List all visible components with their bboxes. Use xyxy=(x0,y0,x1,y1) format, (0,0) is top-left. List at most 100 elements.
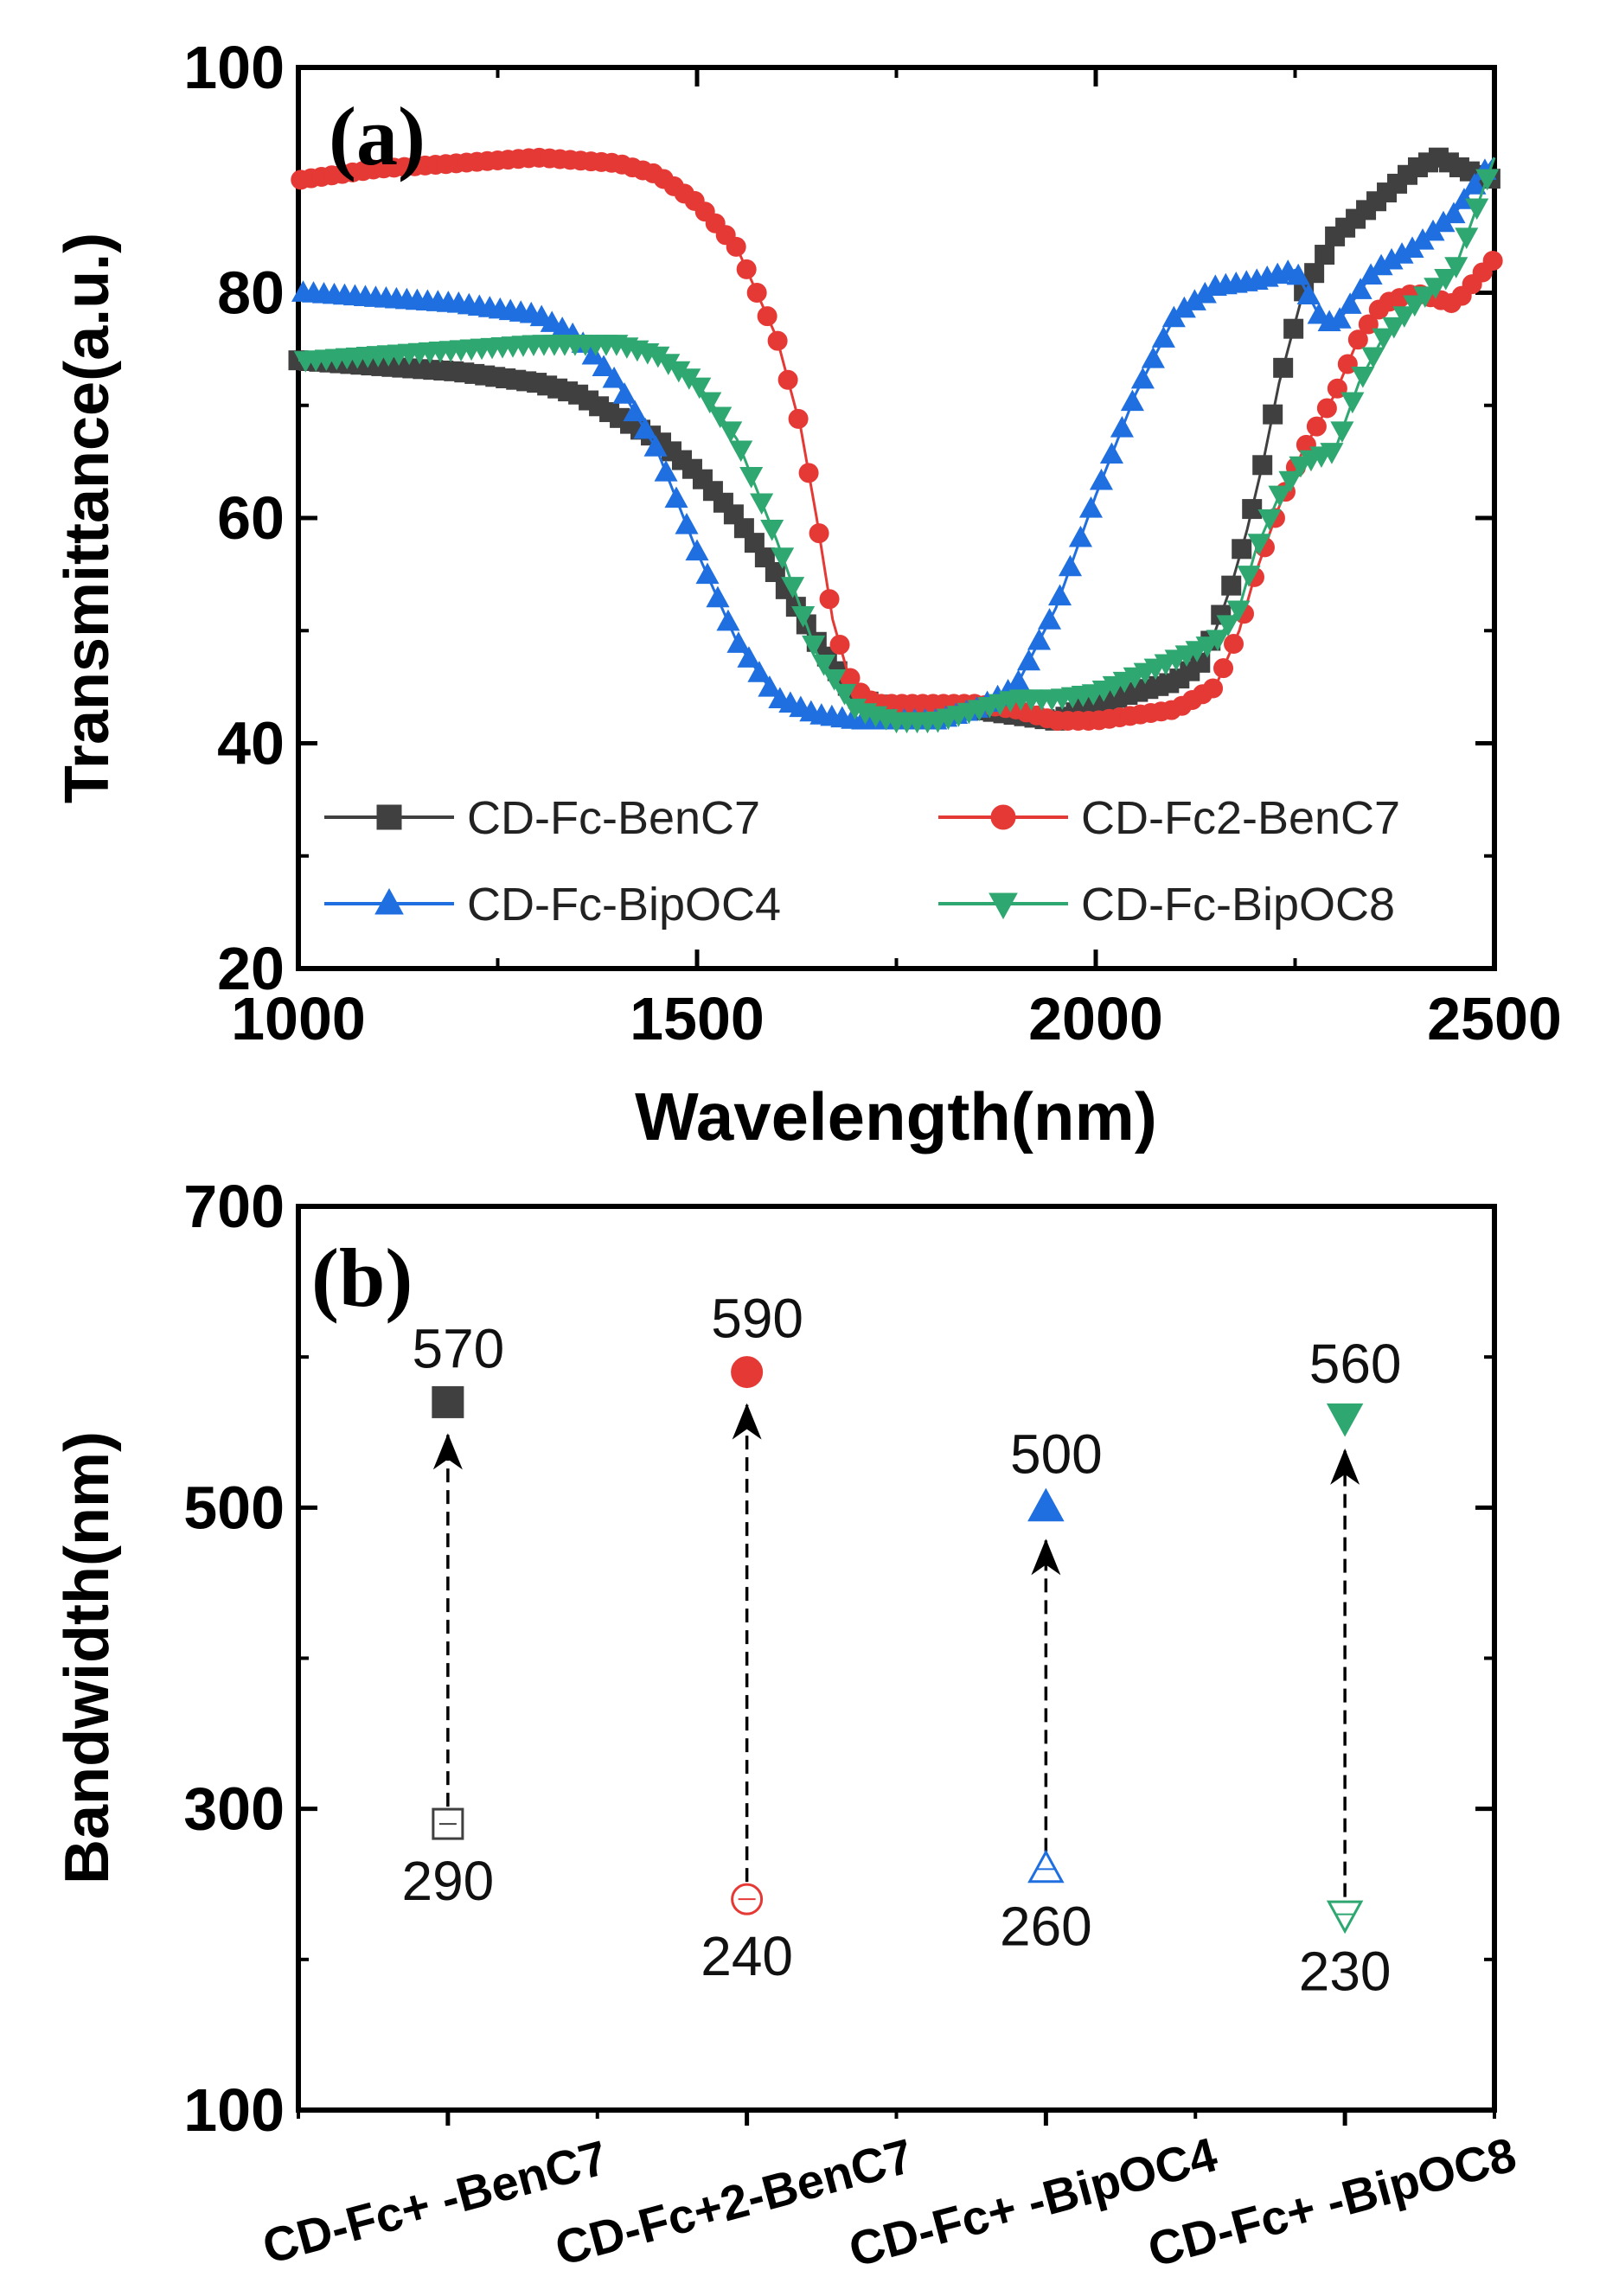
data-point xyxy=(695,562,720,585)
data-point xyxy=(1151,326,1175,348)
category-group-3: 260 500 xyxy=(1000,1423,1103,1957)
data-point xyxy=(654,460,678,482)
panel-a-transmittance-chart: 20 40 60 80 100 1000 1500 2000 2500 (a) Wavelen… xyxy=(53,34,1562,1154)
series-CD-Fc-BipOC8 xyxy=(293,157,1500,734)
data-point xyxy=(798,463,819,483)
data-point xyxy=(822,668,847,691)
panel-b-y-tick-labels: 100 300 500 700 xyxy=(183,1173,285,2144)
data-point xyxy=(1203,678,1224,699)
legend-label: CD-Fc2-BenC7 xyxy=(1081,792,1400,844)
before-point xyxy=(1027,1849,1065,1883)
data-point xyxy=(602,366,626,388)
data-point xyxy=(729,440,753,463)
panel-b-bandwidth-chart: 100 300 500 700 CD-Fc+ -BenC7CD-Fc+2-BenC7C… xyxy=(53,1173,1521,2277)
data-point xyxy=(1226,600,1251,623)
y-tick-label: 100 xyxy=(183,34,285,101)
data-point xyxy=(757,306,777,327)
data-point xyxy=(1444,257,1468,278)
data-point xyxy=(767,330,788,351)
data-point xyxy=(1286,263,1310,285)
data-point xyxy=(643,435,668,457)
data-point xyxy=(719,421,743,444)
data-point xyxy=(1315,245,1335,265)
category-group-4: 230 560 xyxy=(1299,1333,1402,2003)
data-point xyxy=(1382,317,1406,339)
legend-label: CD-Fc-BenC7 xyxy=(467,792,760,844)
data-point xyxy=(777,369,798,390)
data-point xyxy=(750,493,774,515)
data-point xyxy=(1273,357,1294,378)
data-point xyxy=(1465,198,1489,221)
data-point xyxy=(1320,443,1344,464)
data-point xyxy=(760,519,784,541)
arrow-head xyxy=(732,1403,762,1440)
data-point xyxy=(765,562,785,583)
data-point xyxy=(1455,227,1479,249)
data-point xyxy=(1141,346,1165,368)
data-point xyxy=(612,382,637,404)
data-point xyxy=(1120,389,1144,412)
y-tick-label: 300 xyxy=(183,1775,285,1843)
data-point xyxy=(716,609,740,631)
legend-item-CD-Fc2-BenC7: CD-Fc2-BenC7 xyxy=(938,792,1400,844)
x-tick-label: 1000 xyxy=(231,985,366,1052)
data-point xyxy=(1328,307,1352,329)
data-point xyxy=(529,304,553,327)
data-point xyxy=(708,406,733,429)
data-point xyxy=(1296,283,1321,304)
data-point xyxy=(1306,416,1327,437)
legend-marker xyxy=(989,892,1018,920)
arrow-head xyxy=(432,1433,463,1470)
arrow-head xyxy=(1031,1538,1061,1576)
y-tick-label: 700 xyxy=(183,1173,285,1240)
data-point xyxy=(1462,173,1487,195)
data-point xyxy=(1099,442,1123,464)
before-value-label: 290 xyxy=(401,1850,494,1912)
data-point xyxy=(726,236,746,257)
data-point xyxy=(1361,347,1385,369)
panel-b-y-axis-title: Bandwidth(nm) xyxy=(53,1431,122,1884)
data-point xyxy=(829,635,850,656)
before-point xyxy=(731,1883,764,1915)
arrow-head xyxy=(1330,1448,1360,1485)
category-group-2: 240 590 xyxy=(701,1288,803,1988)
after-point xyxy=(1027,1487,1065,1522)
data-point xyxy=(1206,630,1230,651)
data-point xyxy=(1338,292,1362,314)
data-point xyxy=(1403,295,1427,317)
data-point xyxy=(739,467,764,489)
panel-a-y-tick-labels: 20 40 60 80 100 xyxy=(183,34,285,1002)
panel-b-plot-frame xyxy=(296,1204,1497,2113)
data-point xyxy=(1348,278,1372,299)
y-tick-label: 40 xyxy=(217,710,285,777)
panel-a-label: (a) xyxy=(329,90,425,182)
data-point xyxy=(1130,367,1155,389)
data-point xyxy=(1475,169,1500,191)
data-point xyxy=(1283,318,1304,339)
data-point xyxy=(1252,455,1273,476)
data-point xyxy=(675,512,699,534)
data-point xyxy=(1392,306,1417,328)
panel-a-series-group xyxy=(288,147,1503,734)
data-point xyxy=(1330,421,1354,444)
legend-marker xyxy=(990,804,1016,830)
data-point xyxy=(809,523,829,544)
y-tick-label: 20 xyxy=(217,935,285,1002)
data-point xyxy=(698,392,722,414)
data-point xyxy=(788,408,809,429)
before-point xyxy=(432,1807,464,1840)
data-point xyxy=(726,631,751,653)
legend-label: CD-Fc-BipOC4 xyxy=(467,879,781,931)
legend-item-CD-Fc-BenC7: CD-Fc-BenC7 xyxy=(324,792,760,844)
data-point xyxy=(746,283,767,303)
data-point xyxy=(1337,354,1358,374)
before-value-label: 240 xyxy=(701,1925,793,1987)
panel-a-x-axis-title: Wavelength(nm) xyxy=(635,1078,1157,1154)
x-tick-label: 2500 xyxy=(1427,985,1562,1052)
y-tick-label: 80 xyxy=(217,259,285,327)
data-point xyxy=(592,355,616,376)
data-point xyxy=(1442,201,1466,224)
data-point xyxy=(1068,525,1093,547)
data-point xyxy=(1307,302,1331,324)
panel-b-label: (b) xyxy=(311,1231,413,1324)
